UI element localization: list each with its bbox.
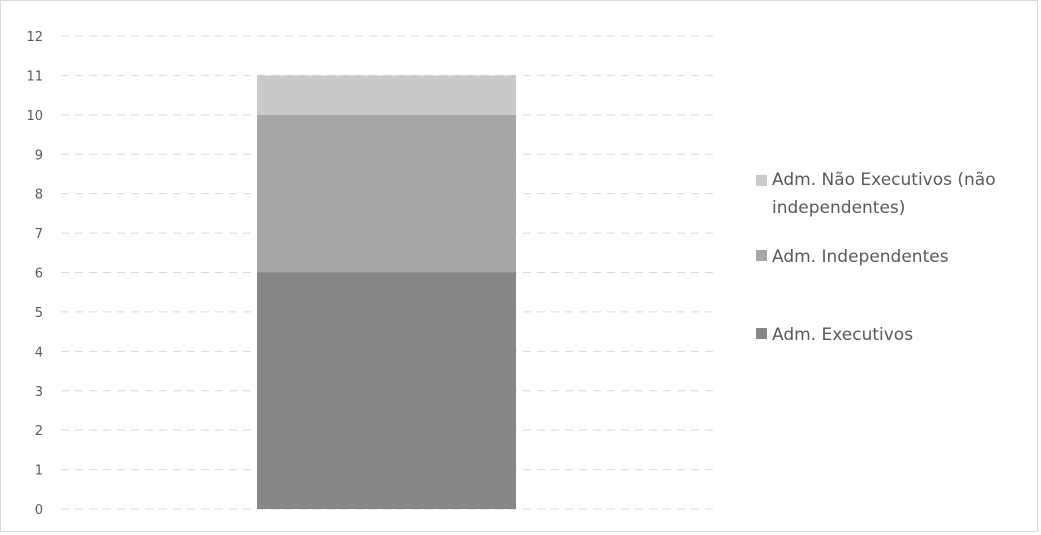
bar-segment-2 (257, 75, 516, 115)
y-tick-label-0: 0 (35, 503, 43, 518)
y-tick-label-10: 10 (26, 109, 43, 124)
legend-item-executivos: Adm. Executivos (756, 321, 1036, 349)
legend-swatch-nao-executivos (756, 175, 767, 186)
bars (257, 75, 516, 509)
bar-segment-1 (257, 114, 516, 273)
legend-swatch-independentes (756, 250, 767, 261)
y-tick-label-5: 5 (35, 306, 43, 321)
legend-item-nao-executivos: Adm. Não Executivos (não independentes) (756, 166, 1036, 222)
legend-swatch-executivos (756, 328, 767, 339)
y-tick-label-12: 12 (26, 30, 43, 45)
legend-label-nao-executivos: Adm. Não Executivos (não independentes) (772, 170, 996, 218)
legend-label-independentes: Adm. Independentes (772, 247, 949, 267)
y-tick-label-3: 3 (35, 385, 43, 400)
y-tick-label-1: 1 (35, 464, 43, 479)
bar-segment-0 (257, 272, 516, 509)
y-tick-label-8: 8 (35, 188, 43, 203)
legend-item-independentes: Adm. Independentes (756, 243, 1036, 271)
legend: Adm. Não Executivos (não independentes) (756, 166, 1036, 222)
y-tick-label-2: 2 (35, 424, 43, 439)
legend-label-executivos: Adm. Executivos (772, 325, 914, 345)
y-tick-label-9: 9 (35, 148, 43, 163)
y-tick-label-11: 11 (26, 69, 43, 84)
y-tick-label-6: 6 (35, 267, 43, 282)
y-tick-label-7: 7 (35, 227, 43, 242)
y-tick-label-4: 4 (35, 345, 43, 360)
